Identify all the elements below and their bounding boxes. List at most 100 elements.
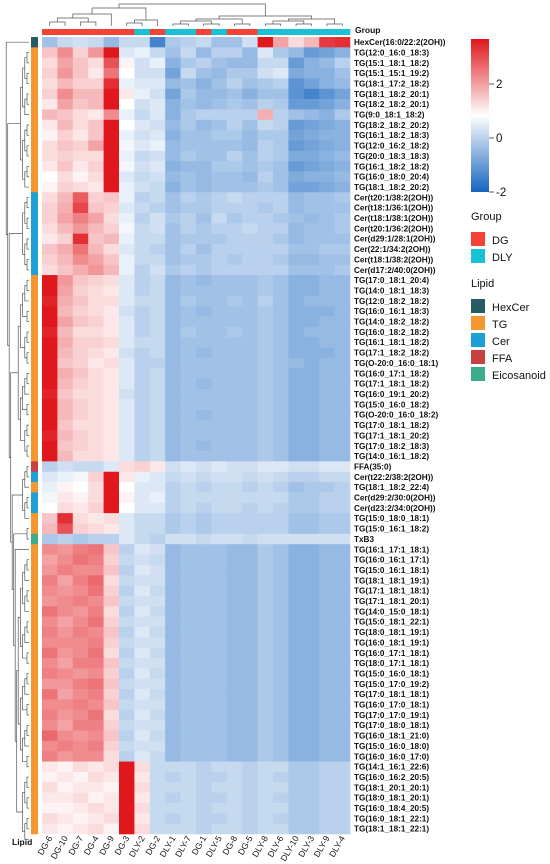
heatmap-cell: [334, 585, 351, 597]
heatmap-cell: [165, 668, 181, 680]
heatmap-cell: [42, 285, 58, 297]
heatmap-cell: [211, 626, 228, 638]
heatmap-cell: [257, 326, 274, 338]
heatmap-cell: [165, 233, 181, 245]
heatmap-cell: [180, 244, 197, 255]
heatmap-cell: [303, 761, 320, 773]
heatmap-cell: [273, 482, 289, 493]
heatmap-cell: [165, 689, 181, 700]
heatmap-cell: [226, 533, 243, 545]
row-label: TG(18:2_18:2_20:2): [354, 121, 429, 130]
group-annotation-bar: [42, 29, 351, 35]
heatmap-cell: [149, 212, 166, 224]
heatmap-cell: [180, 709, 197, 721]
heatmap-cell: [88, 99, 104, 110]
heatmap-cell: [273, 554, 289, 566]
heatmap-cell: [196, 37, 212, 48]
heatmap-cell: [57, 181, 74, 193]
heatmap-cell: [165, 119, 181, 131]
heatmap-cell: [134, 771, 151, 783]
heatmap-cell: [119, 192, 135, 203]
heatmap-cell: [119, 37, 135, 48]
heatmap-cell: [319, 130, 335, 141]
heatmap-cell: [180, 347, 197, 359]
heatmap-cell: [165, 430, 181, 441]
heatmap-cell: [334, 357, 351, 369]
heatmap-cell: [211, 368, 228, 379]
heatmap-cell: [288, 99, 305, 110]
heatmap-cell: [57, 233, 74, 245]
heatmap-cell: [165, 171, 181, 183]
heatmap-cell: [334, 658, 351, 669]
heatmap-cell: [303, 616, 320, 628]
dendrogram-branch: [49, 21, 66, 26]
heatmap-cell: [134, 68, 151, 79]
heatmap-cell: [226, 202, 243, 214]
heatmap-cell: [149, 254, 166, 266]
heatmap-cell: [103, 689, 120, 700]
heatmap-cell: [257, 244, 274, 255]
heatmap-cell: [57, 647, 74, 659]
heatmap-cell: [242, 440, 258, 452]
heatmap-cell: [242, 57, 258, 69]
heatmap-cell: [165, 388, 181, 400]
heatmap-cell: [119, 57, 135, 69]
heatmap-cell: [334, 326, 351, 338]
heatmap-cell: [288, 771, 305, 783]
heatmap-cell: [242, 740, 258, 752]
heatmap-cell: [72, 554, 89, 566]
heatmap-cell: [226, 482, 243, 493]
heatmap-cell: [149, 378, 166, 390]
heatmap-cell: [211, 388, 228, 400]
heatmap-cell: [165, 130, 181, 141]
dendrogram-branch: [16, 670, 23, 813]
heatmap-cell: [226, 492, 243, 504]
heatmap-cell: [165, 647, 181, 659]
heatmap-cell: [226, 523, 243, 535]
heatmap-cell: [149, 492, 166, 504]
heatmap-cell: [242, 88, 258, 100]
heatmap-cell: [149, 813, 166, 824]
heatmap-cell: [149, 564, 166, 576]
lipid-annotation-cell: [31, 357, 38, 369]
heatmap-cell: [288, 285, 305, 297]
heatmap-cell: [242, 368, 258, 379]
heatmap-cell: [196, 171, 212, 183]
heatmap-cell: [226, 378, 243, 390]
heatmap-cell: [57, 212, 74, 224]
heatmap-cell: [57, 492, 74, 504]
heatmap-cell: [119, 430, 135, 441]
heatmap-cell: [319, 99, 335, 110]
lipid-annotation-cell: [31, 388, 38, 400]
row-label: TG(20:0_18:3_18:3): [354, 152, 429, 161]
heatmap-cell: [211, 347, 228, 359]
heatmap-cell: [42, 533, 58, 545]
heatmap-cell: [334, 647, 351, 659]
heatmap-cell: [57, 378, 74, 390]
heatmap-cell: [57, 668, 74, 680]
heatmap-cell: [319, 337, 335, 348]
heatmap-cell: [180, 533, 197, 545]
heatmap-cell: [257, 564, 274, 576]
group-annotation-cell: [149, 29, 166, 35]
heatmap-cell: [134, 244, 151, 255]
heatmap-cell: [319, 792, 335, 804]
heatmap-cell: [72, 792, 89, 804]
heatmap-cell: [57, 616, 74, 628]
heatmap-cell: [180, 782, 197, 793]
lipid-annotation-cell: [31, 192, 38, 203]
lipid-annotation-cell: [31, 730, 38, 742]
heatmap-cell: [119, 761, 135, 773]
heatmap-cell: [288, 699, 305, 711]
row-label: Cer(t18:1/38:2(2OH)): [354, 255, 433, 264]
heatmap-cell: [334, 378, 351, 390]
heatmap-cell: [226, 88, 243, 100]
heatmap-cell: [119, 275, 135, 286]
heatmap-cell: [319, 564, 335, 576]
heatmap-cell: [288, 347, 305, 359]
heatmap-cell: [334, 212, 351, 224]
heatmap-cell: [273, 357, 289, 369]
heatmap-cell: [180, 595, 197, 607]
heatmap-cell: [211, 792, 228, 804]
heatmap-cell: [334, 720, 351, 731]
